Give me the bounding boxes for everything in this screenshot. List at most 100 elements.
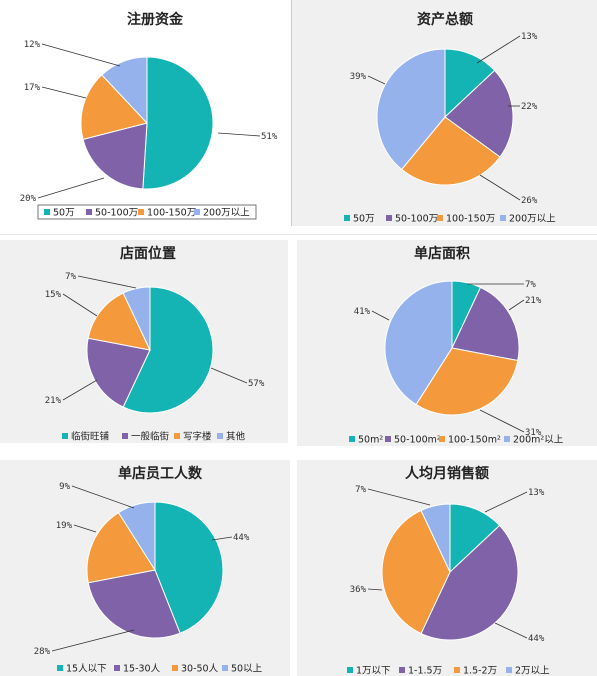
chart-panel-monthly-sales: 人均月销售额 13% 44% 36% 7% 1万以下 1-1.5万 1.5-2万 2万以上 [297,460,597,676]
leader-line [479,409,525,433]
pie-slice [86,511,156,584]
data-label: 44% [528,634,545,644]
legend-item: 50万 [353,214,375,225]
legend-item: 30-50人 [181,664,219,675]
leader-line [367,588,383,591]
pie-slice [376,48,446,171]
legend-item: 100-150万 [147,208,196,219]
pie-slice [86,337,151,408]
leader-line [210,367,248,384]
legend-swatch [122,433,128,439]
legend-swatch [194,209,200,215]
legend-swatch [347,667,353,673]
data-label: 51% [261,132,278,142]
pie-slice [80,74,148,141]
legend-item: 15人以下 [66,664,107,675]
legend-swatch [174,433,180,439]
legend-item: 一般临街 [131,431,170,443]
leader-line [479,174,521,201]
data-label: 15% [45,290,62,300]
legend-item: 50-100万 [95,208,138,219]
leader-line [476,35,521,64]
data-label: 36% [350,585,367,595]
data-label: 19% [56,521,73,531]
chart-title: 单店面积 [414,245,470,262]
legend-swatch [399,667,405,673]
leader-line [494,622,528,639]
legend-box [37,204,257,220]
pie-slice [122,286,214,414]
chart-title: 店面位置 [120,245,176,262]
chart-panel-total-assets: 资产总额 13% 22% 26% 39% 50万 50-100万 100-150万 200万以上 [292,0,597,226]
legend-swatch [386,215,392,221]
legend-item: 1.5-2万 [463,666,497,676]
legend-item: 50万 [53,208,75,219]
pie-slice [451,286,520,362]
data-label: 22% [521,102,538,112]
chart-panel-store-location: 店面位置 57% 21% 15% 7% 临街旺铺 一般临街 写字楼 其他 [0,240,288,443]
legend-swatch [344,215,350,221]
leader-line [367,75,386,85]
legend-swatch [504,436,510,442]
pie-slice [384,280,453,406]
legend-item: 200万以上 [203,208,250,219]
legend-item: 200万以上 [509,214,556,225]
data-label: 13% [528,488,545,498]
data-label: 26% [521,196,538,206]
data-label: 21% [525,296,542,306]
legend-item: 其他 [226,431,246,443]
leader-line [71,485,135,509]
data-label: 44% [233,533,250,543]
data-label: 7% [355,485,366,495]
pie-chart-registered-capital: 注册资金 51% 20% 17% 12% 50万 50-100万 100-150万 200万以上 [20,11,278,220]
legend-swatch [506,667,512,673]
divider [0,234,597,235]
legend-swatch [217,433,223,439]
legend-swatch [439,436,445,442]
legend-item: 200m²以上 [513,435,564,446]
leader-line [62,379,98,401]
pie-chart-store-location: 店面位置 57% 21% 15%7% 临街旺铺 一般临街 写字楼 其他 [45,245,265,443]
leader-line [73,524,97,533]
pie-slice [154,501,224,634]
leader-line [41,86,87,99]
data-label: 57% [248,379,265,389]
pie-slice [117,501,156,572]
data-label: 12% [24,40,41,50]
legend-swatch [385,436,391,442]
leader-line [77,275,137,289]
divider [291,0,292,226]
data-label: 28% [34,647,51,657]
legend-item: 50m² [358,435,383,446]
legend-item: 100-150万 [446,214,495,225]
legend-swatch [454,667,460,673]
data-label: 7% [65,272,76,282]
pie-slice [420,524,519,641]
pie-chart-total-assets: 资产总额 13% 22% 26% 39% 50万 50-100万 100-150万 200万以上 [344,11,556,225]
legend-swatch [172,665,178,671]
legend-item: 50-100万 [395,214,438,225]
legend-item: 1-1.5万 [408,666,442,676]
chart-panel-registered-capital: 注册资金 51% 20% 17% 12% 50万 50-100万 100-150万 200万以上 [0,0,290,226]
pie-chart-store-area: 单店面积 7% 21% 31% 41% 50m² 50-100m² 100-150m² 200m… [349,245,564,446]
leader-line [62,293,98,317]
pie-slice [87,569,181,639]
chart-title: 人均月销售额 [405,465,489,482]
legend-item: 2万以上 [515,666,550,676]
data-label: 21% [45,396,62,406]
legend-swatch [437,215,443,221]
pie-slice [444,48,496,119]
legend-swatch [222,665,228,671]
leader-line [508,299,525,311]
pie-slice [142,56,214,190]
legend-swatch [138,209,144,215]
legend-swatch [44,209,50,215]
leader-line [217,132,261,137]
chart-title: 单店员工人数 [118,465,203,482]
chart-panel-store-area: 单店面积 7% 21% 31% 41% 50m² 50-100m² 100-150m² 200m… [297,240,597,446]
pie-chart-monthly-sales: 人均月销售额 13% 44% 36% 7% 1万以下 1-1.5万 1.5-2万 2万以上 [347,465,550,676]
pie-slice [420,503,451,573]
legend-swatch [114,665,120,671]
pie-slice [381,509,451,635]
data-label: 20% [20,194,37,204]
